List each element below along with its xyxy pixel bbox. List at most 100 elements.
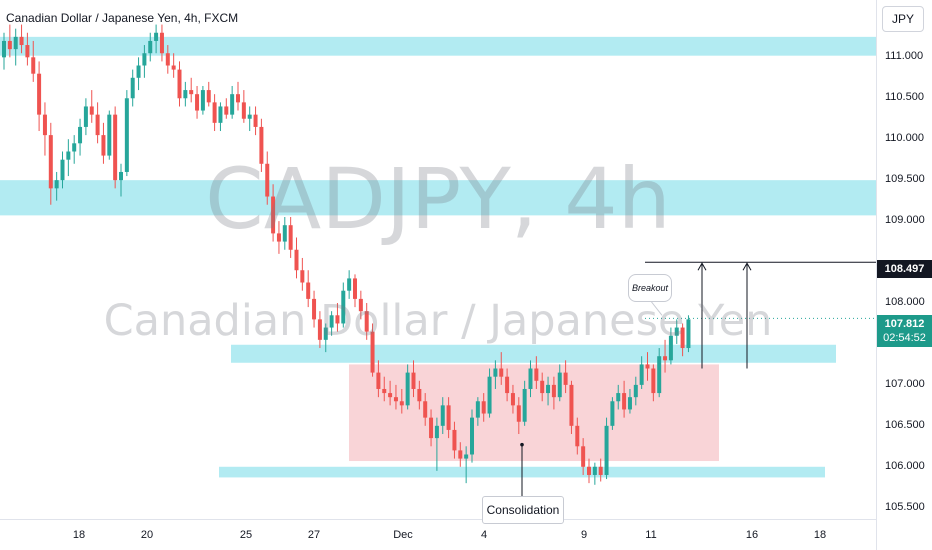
candle-body	[37, 73, 42, 115]
candle	[674, 319, 679, 344]
candle	[510, 384, 515, 414]
candle	[347, 270, 352, 299]
candle-body	[101, 135, 106, 156]
candle	[429, 409, 434, 447]
arrow-head	[742, 262, 752, 271]
candle-body	[218, 106, 223, 123]
time-tick-label: Dec	[393, 529, 413, 541]
zones-layer	[0, 36, 876, 478]
candle-body	[113, 114, 118, 181]
candle-body	[388, 393, 393, 398]
candle	[148, 32, 153, 62]
candle-body	[294, 249, 299, 271]
candle-body	[323, 327, 328, 340]
candle	[247, 106, 252, 132]
candle-body	[253, 114, 258, 127]
candle	[534, 356, 539, 389]
candle	[282, 217, 287, 250]
candle-body	[341, 290, 346, 324]
candle-body	[563, 372, 568, 385]
candle-body	[306, 282, 311, 299]
candle	[563, 360, 568, 394]
target-price-tag: 108.497	[877, 260, 932, 278]
candle-body	[470, 417, 474, 455]
bar-countdown: 02:54:52	[883, 332, 926, 344]
candle	[645, 352, 650, 381]
consolidation-callout[interactable]: Consolidation	[482, 496, 564, 524]
candle-body	[159, 32, 164, 54]
candle-body	[458, 450, 463, 459]
candle-body	[505, 376, 510, 394]
candle	[171, 53, 176, 78]
candle-body	[48, 135, 53, 189]
candle-body	[370, 331, 375, 373]
consolidation-range	[349, 364, 719, 462]
candle	[159, 24, 164, 62]
candle	[95, 102, 100, 144]
candle-body	[440, 405, 445, 426]
candle	[581, 438, 586, 475]
candle	[499, 352, 504, 385]
candle-body	[31, 57, 36, 74]
candles-layer	[2, 24, 691, 485]
candle-body	[353, 278, 357, 299]
currency-button[interactable]: JPY	[882, 6, 924, 32]
candle	[119, 163, 123, 197]
time-tick-label: 11	[645, 529, 657, 541]
candle	[575, 417, 580, 455]
candle-body	[177, 69, 182, 99]
candle	[651, 364, 656, 402]
candle	[113, 106, 118, 189]
candle	[686, 315, 691, 353]
candle-body	[119, 171, 123, 181]
candle-body	[399, 401, 404, 406]
candle-body	[452, 429, 457, 451]
candle-body	[72, 143, 77, 152]
candle	[557, 364, 562, 402]
candle	[265, 151, 270, 205]
candle-body	[154, 32, 159, 41]
candle-body	[276, 233, 281, 242]
watermark-name: Canadian Dollar / Japanese Yen	[103, 296, 773, 346]
candle	[31, 40, 36, 82]
candle-body	[25, 45, 30, 58]
candle-body	[417, 388, 422, 402]
candle-body	[382, 388, 387, 394]
candle	[370, 323, 375, 377]
candle	[616, 384, 621, 410]
candle-body	[581, 446, 586, 467]
candle	[522, 380, 527, 426]
candle-body	[592, 466, 597, 475]
price-chart[interactable]	[0, 0, 876, 520]
candle	[300, 257, 305, 291]
time-axis-separator	[0, 519, 876, 520]
candle-body	[616, 393, 621, 402]
candle	[382, 376, 387, 402]
candle	[470, 409, 474, 463]
candle	[680, 323, 685, 357]
overlays-layer	[520, 261, 876, 496]
candle-body	[627, 397, 632, 410]
candle	[312, 290, 317, 328]
candle	[458, 442, 463, 467]
watermark-symbol: CADJPY, 4h	[205, 150, 671, 248]
candle-body	[645, 364, 650, 369]
candle-body	[557, 372, 562, 398]
price-tick-label: 111.000	[885, 50, 924, 63]
candle-body	[575, 425, 580, 447]
candle	[376, 360, 381, 398]
candle-body	[429, 417, 434, 439]
candle	[604, 417, 609, 480]
zone-resistance	[0, 180, 876, 216]
candle-body	[668, 335, 673, 361]
candle-body	[622, 393, 627, 410]
candle-body	[633, 384, 638, 398]
consolidation-dot	[520, 442, 524, 447]
candle	[663, 339, 668, 373]
candle	[66, 139, 71, 177]
candle	[493, 360, 498, 389]
candle-body	[195, 94, 200, 111]
candle	[622, 380, 627, 418]
breakout-callout[interactable]: Breakout	[628, 274, 672, 302]
candle-body	[493, 368, 498, 377]
